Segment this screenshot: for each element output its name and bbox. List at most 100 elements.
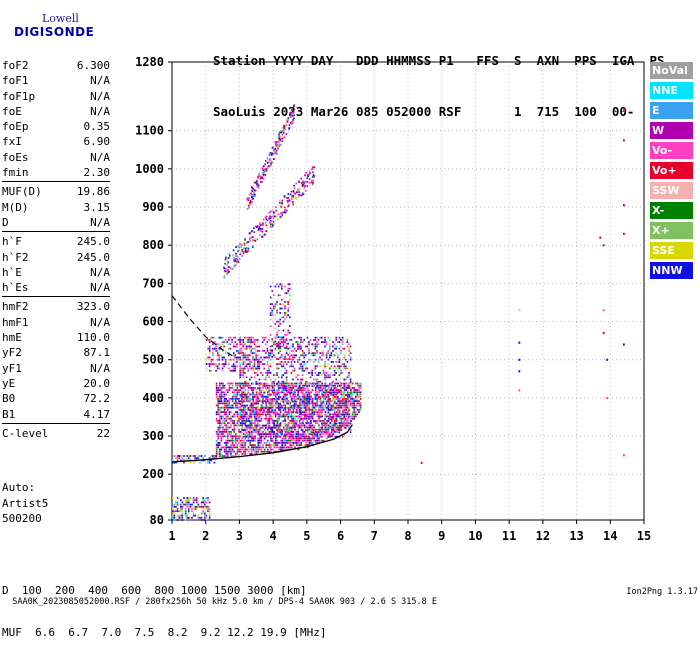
echo-point xyxy=(287,409,290,411)
echo-point xyxy=(358,384,360,387)
echo-point xyxy=(178,516,180,519)
echo-point xyxy=(259,420,261,422)
echo-point xyxy=(285,413,288,416)
echo-point xyxy=(283,444,285,446)
echo-point xyxy=(311,424,314,427)
echo-point xyxy=(249,398,251,400)
echo-point xyxy=(238,409,240,411)
echo-point xyxy=(230,415,232,418)
echo-point xyxy=(238,391,240,394)
echo-point xyxy=(246,198,248,201)
echo-point xyxy=(343,411,346,413)
echo-point xyxy=(225,400,227,402)
echo-point xyxy=(238,439,240,442)
echo-point xyxy=(239,404,242,407)
echo-point xyxy=(274,347,277,350)
echo-point xyxy=(258,358,261,361)
echo-point xyxy=(256,182,259,185)
echo-point xyxy=(253,191,255,193)
echo-point xyxy=(301,361,304,363)
echo-point xyxy=(340,350,342,352)
echo-point xyxy=(274,349,277,352)
echo-point xyxy=(287,193,290,195)
echo-point xyxy=(311,374,313,376)
echo-point xyxy=(238,243,241,246)
echo-point xyxy=(258,363,261,365)
echo-point xyxy=(244,238,246,241)
echo-point xyxy=(308,178,311,180)
echo-point xyxy=(219,411,221,413)
echo-point xyxy=(273,215,276,218)
echo-point xyxy=(348,398,351,400)
echo-point xyxy=(248,193,251,196)
echo-point xyxy=(223,448,226,451)
echo-point xyxy=(346,361,349,363)
echo-point xyxy=(302,439,304,442)
echo-point xyxy=(251,433,253,435)
echo-point xyxy=(205,497,208,499)
echo-point xyxy=(351,395,354,398)
echo-point xyxy=(221,367,224,370)
echo-point xyxy=(238,448,240,451)
y-tick-label: 900 xyxy=(142,200,164,214)
echo-point xyxy=(290,365,293,368)
echo-point xyxy=(332,391,335,394)
echo-point xyxy=(321,411,323,414)
echo-point xyxy=(324,365,326,368)
echo-point xyxy=(225,448,227,451)
echo-point xyxy=(332,429,334,431)
echo-point xyxy=(249,354,251,357)
echo-point xyxy=(225,404,227,407)
echo-point xyxy=(311,343,313,346)
echo-point xyxy=(339,402,341,405)
echo-point xyxy=(242,339,245,341)
echo-point xyxy=(260,389,262,392)
echo-point xyxy=(303,181,305,184)
echo-point xyxy=(306,177,308,179)
echo-point xyxy=(242,361,245,363)
echo-point xyxy=(348,383,350,385)
echo-point xyxy=(240,369,243,372)
echo-point xyxy=(322,400,325,403)
echo-point xyxy=(258,398,261,401)
echo-point xyxy=(260,417,263,420)
param-label: MUF(D) xyxy=(2,185,42,199)
echo-point xyxy=(268,444,271,446)
echo-point xyxy=(255,413,258,416)
echo-point xyxy=(279,363,281,365)
echo-point xyxy=(337,391,339,394)
echo-point xyxy=(282,429,285,431)
echo-point xyxy=(270,223,272,226)
echo-point xyxy=(262,402,264,405)
echo-point xyxy=(307,417,309,420)
echo-point xyxy=(231,365,233,368)
echo-point xyxy=(297,395,299,398)
echo-point xyxy=(228,422,231,424)
echo-point xyxy=(330,391,333,394)
echo-point xyxy=(316,382,319,385)
echo-point xyxy=(287,292,289,294)
echo-point xyxy=(271,153,273,156)
echo-point xyxy=(246,404,248,407)
echo-point xyxy=(341,343,344,346)
echo-point xyxy=(233,446,235,449)
param-row: C-level 22 xyxy=(2,426,110,441)
echo-point xyxy=(172,514,174,517)
echo-point xyxy=(252,426,255,429)
echo-point xyxy=(291,115,294,117)
echo-point xyxy=(316,374,318,376)
echo-point xyxy=(247,417,250,420)
echo-point xyxy=(356,404,359,407)
echo-point xyxy=(321,389,323,392)
echo-point xyxy=(275,384,277,387)
echo-point xyxy=(290,361,293,363)
echo-point xyxy=(321,433,323,435)
echo-point xyxy=(272,220,275,223)
echo-point xyxy=(287,342,289,345)
echo-point xyxy=(241,382,243,385)
echo-point xyxy=(219,444,221,446)
echo-point xyxy=(331,384,333,387)
echo-point xyxy=(351,411,354,413)
echo-point xyxy=(257,393,259,396)
echo-point xyxy=(234,258,237,261)
